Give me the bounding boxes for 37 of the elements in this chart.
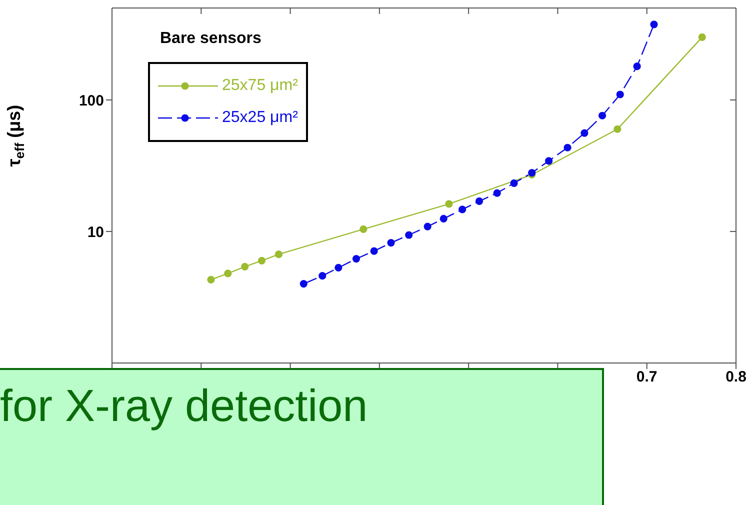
legend-label: 25x25 μm²: [222, 109, 298, 127]
point: [300, 280, 308, 288]
point: [458, 206, 466, 214]
point: [207, 276, 215, 284]
point: [493, 189, 501, 197]
legend-title: Bare sensors: [160, 30, 262, 48]
point: [224, 270, 232, 278]
point: [440, 214, 448, 223]
point: [614, 125, 622, 133]
x-tick-label: 0.8: [726, 368, 746, 386]
point: [616, 90, 624, 98]
point: [241, 262, 249, 270]
point: [598, 112, 606, 120]
point: [580, 129, 588, 137]
text-box: for X-ray detection: [0, 368, 604, 505]
point: [545, 157, 553, 165]
point: [274, 250, 282, 258]
point: [360, 225, 368, 234]
point: [564, 144, 572, 152]
point: [475, 197, 484, 205]
point: [445, 200, 453, 208]
point: [334, 264, 342, 272]
point: [352, 254, 360, 263]
x-tick-label: 0.7: [636, 368, 658, 386]
point: [258, 256, 266, 264]
point: [633, 62, 641, 70]
point: [387, 239, 395, 247]
point: [405, 231, 413, 239]
point: [510, 179, 518, 187]
point: [698, 33, 706, 41]
legend-label: 25x75 μm²: [222, 77, 298, 95]
point: [318, 272, 326, 280]
y-tick-label: 100: [78, 92, 104, 110]
y-tick-label: 10: [87, 224, 104, 241]
point: [370, 247, 378, 255]
point: [650, 20, 658, 28]
point: [424, 222, 432, 230]
